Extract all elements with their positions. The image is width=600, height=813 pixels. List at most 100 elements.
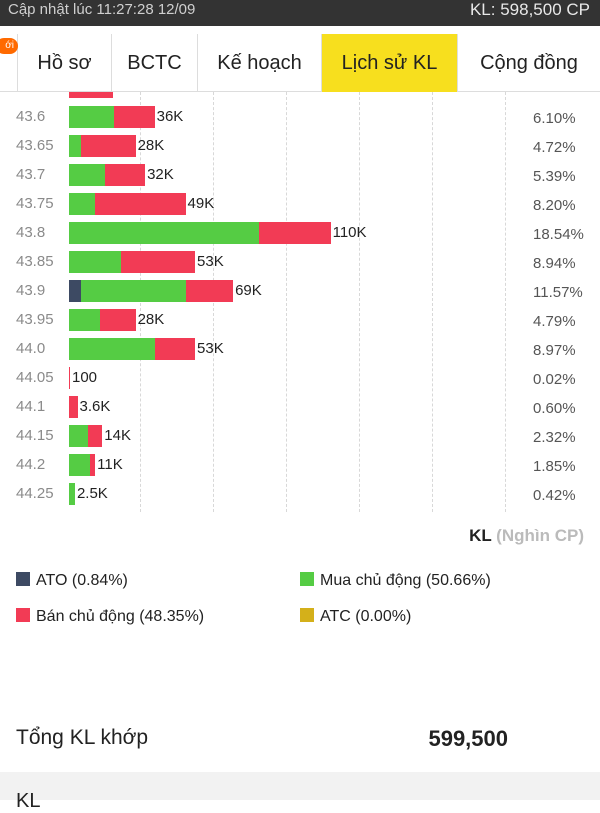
grid-line bbox=[213, 92, 214, 512]
new-badge: ới bbox=[0, 38, 18, 54]
bar-segment-buy bbox=[69, 483, 75, 505]
bar-segment-sell bbox=[104, 164, 146, 186]
bar-segment-buy bbox=[69, 106, 115, 128]
unit-sub: (Nghìn CP) bbox=[496, 526, 584, 545]
bar-segment-sell bbox=[154, 338, 196, 360]
percent-label: 6.10% bbox=[533, 110, 576, 127]
total-matched-label: Tổng KL khớp bbox=[16, 726, 149, 749]
next-row-partial: KL bbox=[0, 772, 600, 812]
volume-label: 28K bbox=[137, 137, 165, 154]
tab-bar: Hồ sơ BCTC Kế hoạch Lịch sử KL Cộng đồng bbox=[0, 34, 600, 92]
volume-label: 53K bbox=[197, 253, 224, 270]
tab-bctc[interactable]: BCTC bbox=[112, 34, 198, 92]
percent-label: 8.94% bbox=[533, 255, 576, 272]
price-label: 44.0 bbox=[16, 340, 46, 357]
legend-buy: Mua chủ động (50.66%) bbox=[300, 572, 491, 590]
price-label: 44.25 bbox=[16, 485, 54, 502]
grid-line bbox=[432, 92, 433, 512]
price-label: 44.15 bbox=[16, 427, 54, 444]
bar-segment-buy bbox=[69, 454, 91, 476]
price-label: 43.85 bbox=[16, 253, 54, 270]
legend-sell: Bán chủ động (48.35%) bbox=[16, 608, 204, 626]
bar-segment-buy bbox=[69, 425, 89, 447]
bar-segment-buy bbox=[69, 164, 105, 186]
bar-segment-ato bbox=[69, 280, 81, 302]
bar-segment-sell bbox=[99, 309, 136, 331]
percent-label: 5.39% bbox=[533, 168, 576, 185]
price-label: 43.95 bbox=[16, 311, 54, 328]
volume-label: 14K bbox=[104, 427, 131, 444]
volume-label: 53K bbox=[197, 340, 224, 357]
bar-segment-sell bbox=[121, 251, 196, 273]
price-label: 43.8 bbox=[16, 224, 46, 241]
price-label: 44.1 bbox=[16, 398, 46, 415]
price-label: 43.7 bbox=[16, 166, 46, 183]
bar-segment-sell bbox=[69, 396, 78, 418]
bar-segment-sell bbox=[69, 367, 70, 389]
grid-line bbox=[286, 92, 287, 512]
volume-label: 69K bbox=[235, 282, 262, 299]
unit-main: KL bbox=[469, 526, 492, 545]
volume-label: 3.6K bbox=[79, 398, 111, 415]
legend-buy-swatch bbox=[300, 572, 314, 586]
price-label: 43.75 bbox=[16, 195, 54, 212]
total-matched-value: 599,500 bbox=[428, 726, 508, 751]
clipped-bar bbox=[69, 92, 113, 98]
bar-segment-buy bbox=[69, 222, 260, 244]
volume-label: 32K bbox=[147, 166, 174, 183]
volume-label: 36K bbox=[156, 108, 184, 125]
percent-label: 8.20% bbox=[533, 197, 576, 214]
legend-sell-label: Bán chủ động (48.35%) bbox=[36, 608, 205, 625]
total-volume-header: KL: 598,500 CP bbox=[469, 0, 590, 19]
tab-cong-dong[interactable]: Cộng đồng bbox=[480, 52, 578, 74]
legend-ato-label: ATO (0.84%) bbox=[36, 572, 128, 589]
volume-label: 28K bbox=[137, 311, 165, 328]
price-label: 43.65 bbox=[16, 137, 54, 154]
grid-line bbox=[359, 92, 360, 512]
bar-segment-sell bbox=[259, 222, 331, 244]
bar-segment-buy bbox=[69, 338, 155, 360]
next-row-label-clipped: KL bbox=[16, 790, 41, 812]
legend-ato-swatch bbox=[16, 572, 30, 586]
update-time: Cập nhật lúc 11:27:28 12/09 bbox=[8, 1, 196, 18]
grid-line bbox=[505, 92, 506, 512]
top-status-bar: Cập nhật lúc 11:27:28 12/09 KL: 598,500 … bbox=[0, 0, 600, 26]
volume-label: 11K bbox=[97, 456, 123, 473]
percent-label: 0.02% bbox=[533, 371, 576, 388]
price-label: 43.6 bbox=[16, 108, 46, 125]
tab-ke-hoach[interactable]: Kế hoạch bbox=[198, 34, 322, 92]
tab-ho-so[interactable]: Hồ sơ bbox=[18, 34, 112, 92]
bar-segment-buy bbox=[69, 193, 96, 215]
percent-label: 0.60% bbox=[533, 400, 576, 417]
bar-segment-buy bbox=[69, 309, 100, 331]
percent-label: 1.85% bbox=[533, 458, 576, 475]
bar-segment-buy bbox=[80, 280, 186, 302]
volume-label: 49K bbox=[187, 195, 215, 212]
grid-line bbox=[140, 92, 141, 512]
bar-segment-sell bbox=[95, 193, 186, 215]
legend-atc: ATC (0.00%) bbox=[300, 608, 411, 626]
bar-segment-buy bbox=[69, 135, 81, 157]
bar-segment-buy bbox=[69, 251, 122, 273]
percent-label: 2.32% bbox=[533, 429, 576, 446]
price-label: 44.2 bbox=[16, 456, 46, 473]
volume-label: 2.5K bbox=[76, 485, 108, 502]
bar-segment-sell bbox=[114, 106, 155, 128]
bar-segment-sell bbox=[88, 425, 103, 447]
percent-label: 4.79% bbox=[533, 313, 576, 330]
legend-buy-label: Mua chủ động (50.66%) bbox=[320, 572, 491, 589]
legend-ato: ATO (0.84%) bbox=[16, 572, 128, 590]
bar-segment-sell bbox=[90, 454, 96, 476]
volume-label: 110K bbox=[332, 224, 367, 241]
unit-label: KL (Nghìn CP) bbox=[469, 526, 584, 546]
percent-label: 4.72% bbox=[533, 139, 576, 156]
volume-label: 100 bbox=[72, 369, 98, 386]
percent-label: 0.42% bbox=[533, 487, 576, 504]
percent-label: 8.97% bbox=[533, 342, 576, 359]
legend-atc-label: ATC (0.00%) bbox=[320, 608, 412, 625]
legend-atc-swatch bbox=[300, 608, 314, 622]
price-label: 44.05 bbox=[16, 369, 54, 386]
tab-previous[interactable] bbox=[0, 34, 18, 92]
tab-lich-su-kl[interactable]: Lịch sử KL bbox=[322, 34, 458, 92]
price-label: 43.9 bbox=[16, 282, 46, 299]
